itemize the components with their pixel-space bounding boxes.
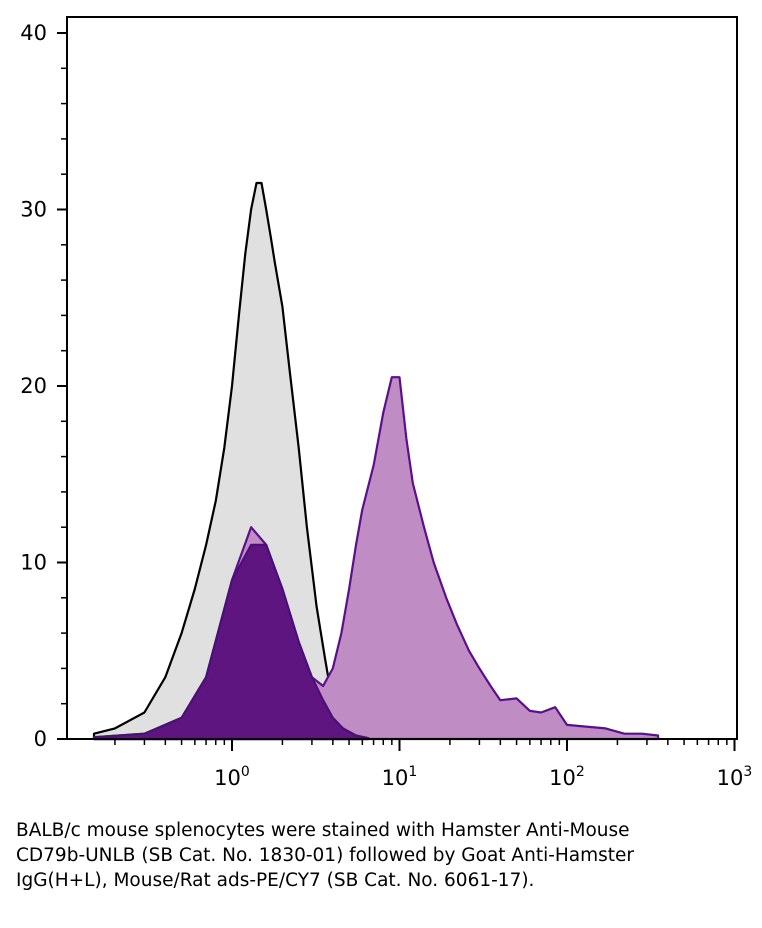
- x-tick-label: 100: [214, 764, 250, 790]
- flow-cytometry-histogram: 0 10 20 30 40 100 101 102 103: [20, 16, 752, 790]
- histogram-series: [92, 181, 660, 741]
- plot-frame: [66, 16, 738, 740]
- axes: 0 10 20 30 40 100 101 102 103: [20, 21, 752, 790]
- y-tick-label: 20: [20, 374, 47, 398]
- figure-caption: BALB/c mouse splenocytes were stained wi…: [16, 820, 635, 891]
- x-tick-label: 102: [549, 764, 585, 790]
- y-tick-label: 10: [20, 551, 47, 575]
- y-tick-label: 0: [34, 727, 47, 751]
- y-tick-label: 30: [20, 198, 47, 222]
- series-overlap: [92, 543, 370, 741]
- x-tick-label: 101: [382, 764, 418, 790]
- y-tick-label: 40: [20, 21, 47, 45]
- x-tick-label: 103: [717, 764, 753, 790]
